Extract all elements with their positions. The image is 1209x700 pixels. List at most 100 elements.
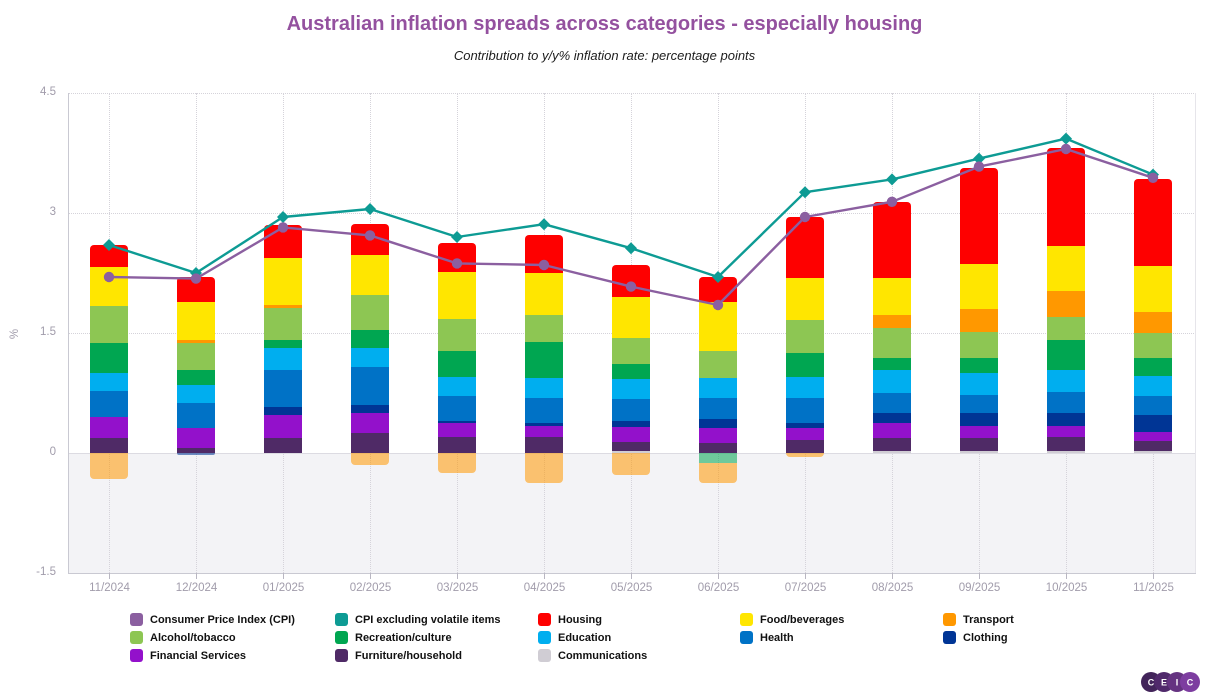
bar-segment[interactable] xyxy=(699,418,737,429)
bar-segment[interactable] xyxy=(699,397,737,419)
bar-segment[interactable] xyxy=(264,305,302,309)
circle-marker[interactable] xyxy=(799,211,811,223)
bar-segment[interactable] xyxy=(525,273,563,315)
diamond-marker[interactable] xyxy=(712,271,724,283)
bar-segment[interactable] xyxy=(90,391,128,417)
circle-marker[interactable] xyxy=(103,271,115,283)
bar-segment[interactable] xyxy=(351,433,389,453)
circle-marker[interactable] xyxy=(1060,143,1072,155)
circle-marker[interactable] xyxy=(1147,172,1159,183)
bar-segment[interactable] xyxy=(1134,414,1172,433)
diamond-marker[interactable] xyxy=(451,231,463,243)
bar-segment[interactable] xyxy=(612,399,650,421)
bar-segment[interactable] xyxy=(786,440,824,453)
bar-segment[interactable] xyxy=(264,406,302,415)
bar-segment[interactable] xyxy=(1047,245,1085,291)
bar-segment[interactable] xyxy=(612,337,650,365)
legend-item-education[interactable]: Education xyxy=(538,630,611,645)
bar-segment[interactable] xyxy=(351,254,389,295)
bar-segment[interactable] xyxy=(177,340,215,343)
bar-segment[interactable] xyxy=(1134,357,1172,377)
bar-segment[interactable] xyxy=(1047,425,1085,437)
bar-segment[interactable] xyxy=(177,369,215,385)
bar-segment[interactable] xyxy=(177,402,215,429)
circle-marker[interactable] xyxy=(886,196,898,207)
bar-segment[interactable] xyxy=(873,413,911,423)
bar-segment[interactable] xyxy=(438,377,476,397)
bar-segment[interactable] xyxy=(264,308,302,341)
circle-marker[interactable] xyxy=(364,230,376,241)
bar-segment[interactable] xyxy=(786,453,824,457)
bar-segment[interactable] xyxy=(525,453,563,484)
bar-segment[interactable] xyxy=(699,463,737,483)
diamond-marker[interactable] xyxy=(538,218,550,231)
bar-segment[interactable] xyxy=(525,422,563,426)
legend-item-cpi-excluding-volatile-items[interactable]: CPI excluding volatile items xyxy=(335,612,501,627)
bar-segment[interactable] xyxy=(177,453,215,456)
bar-segment[interactable] xyxy=(90,245,128,267)
bar-segment[interactable] xyxy=(1134,441,1172,452)
legend-item-financial-services[interactable]: Financial Services xyxy=(130,648,246,663)
bar-segment[interactable] xyxy=(960,357,998,373)
bar-segment[interactable] xyxy=(90,373,128,392)
bar-segment[interactable] xyxy=(873,437,911,451)
bar-segment[interactable] xyxy=(873,328,911,358)
bar-segment[interactable] xyxy=(1134,451,1172,453)
bar-segment[interactable] xyxy=(786,277,824,321)
legend-item-alcohol-tobacco[interactable]: Alcohol/tobacco xyxy=(130,630,236,645)
bar-segment[interactable] xyxy=(960,394,998,413)
bar-segment[interactable] xyxy=(699,350,737,378)
bar-segment[interactable] xyxy=(612,427,650,442)
bar-segment[interactable] xyxy=(612,441,650,452)
circle-marker[interactable] xyxy=(538,259,550,271)
bar-segment[interactable] xyxy=(1134,376,1172,397)
diamond-marker[interactable] xyxy=(1060,132,1072,145)
bar-segment[interactable] xyxy=(438,396,476,421)
bar-segment[interactable] xyxy=(786,320,824,353)
bar-segment[interactable] xyxy=(525,397,563,423)
bar-segment[interactable] xyxy=(1047,437,1085,452)
bar-segment[interactable] xyxy=(612,421,650,428)
bar-segment[interactable] xyxy=(786,217,824,278)
bar-segment[interactable] xyxy=(1047,369,1085,393)
bar-segment[interactable] xyxy=(177,385,215,403)
legend-item-recreation-culture[interactable]: Recreation/culture xyxy=(335,630,452,645)
bar-segment[interactable] xyxy=(960,425,998,438)
bar-segment[interactable] xyxy=(438,272,476,320)
bar-segment[interactable] xyxy=(525,377,563,398)
bar-segment[interactable] xyxy=(351,294,389,330)
legend-item-consumer-price-index-cpi-[interactable]: Consumer Price Index (CPI) xyxy=(130,612,295,627)
bar-segment[interactable] xyxy=(960,309,998,333)
bar-segment[interactable] xyxy=(351,405,389,413)
circle-marker[interactable] xyxy=(451,258,463,269)
bar-segment[interactable] xyxy=(873,357,911,370)
bar-segment[interactable] xyxy=(786,428,824,441)
bar-segment[interactable] xyxy=(612,451,650,453)
bar-segment[interactable] xyxy=(873,201,911,278)
bar-segment[interactable] xyxy=(1047,451,1085,453)
bar-segment[interactable] xyxy=(177,448,215,453)
circle-marker[interactable] xyxy=(625,281,637,292)
legend-item-housing[interactable]: Housing xyxy=(538,612,602,627)
bar-segment[interactable] xyxy=(612,453,650,475)
bar-segment[interactable] xyxy=(264,369,302,407)
bar-segment[interactable] xyxy=(351,453,389,465)
bar-segment[interactable] xyxy=(525,314,563,342)
bar-segment[interactable] xyxy=(612,297,650,338)
bar-segment[interactable] xyxy=(264,340,302,349)
bar-segment[interactable] xyxy=(1134,178,1172,266)
bar-segment[interactable] xyxy=(1047,148,1085,246)
bar-segment[interactable] xyxy=(264,414,302,438)
bar-segment[interactable] xyxy=(525,341,563,378)
bar-segment[interactable] xyxy=(90,342,128,373)
bar-segment[interactable] xyxy=(786,397,824,423)
bar-segment[interactable] xyxy=(786,422,824,429)
bar-segment[interactable] xyxy=(351,329,389,349)
bar-segment[interactable] xyxy=(612,364,650,380)
legend-item-transport[interactable]: Transport xyxy=(943,612,1014,627)
bar-segment[interactable] xyxy=(960,264,998,309)
bar-segment[interactable] xyxy=(351,366,389,405)
bar-segment[interactable] xyxy=(264,437,302,453)
bar-segment[interactable] xyxy=(612,379,650,400)
diamond-marker[interactable] xyxy=(886,173,898,186)
